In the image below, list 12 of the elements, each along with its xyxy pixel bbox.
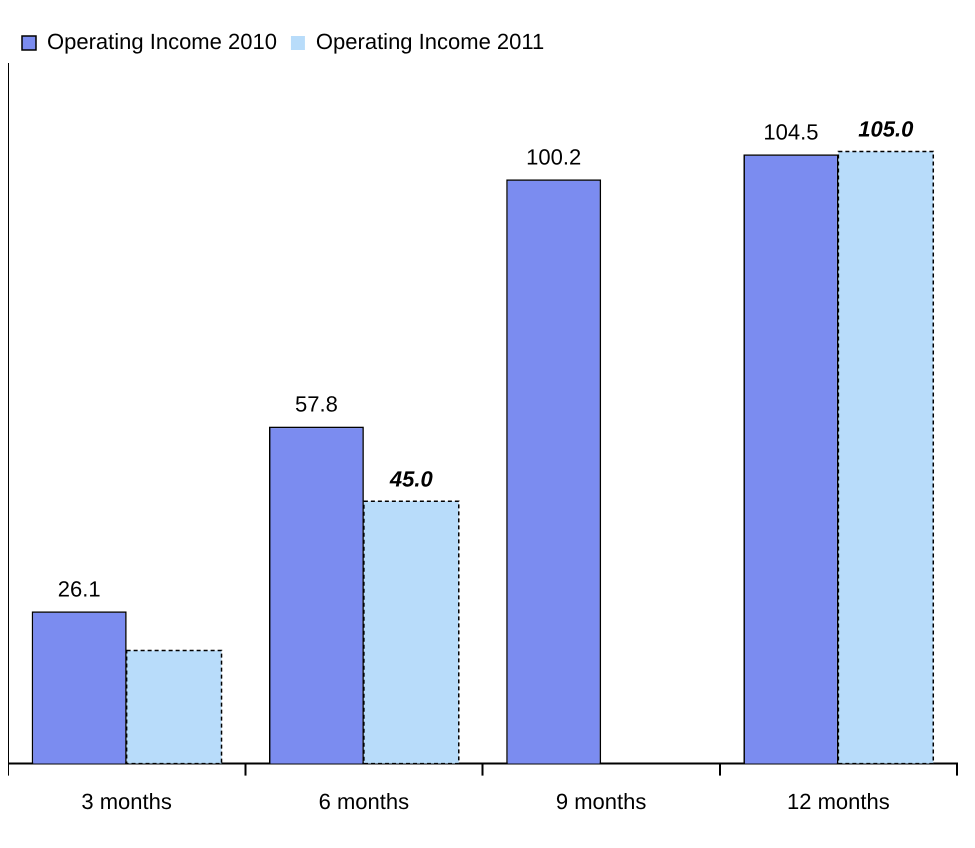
data-label: 26.1 [58,576,101,602]
data-label: 45.0 [388,466,434,492]
x-tick-label: 3 months [81,788,172,814]
data-label: 104.5 [763,119,818,144]
legend-label: Operating Income 2011 [316,29,544,54]
legend-label: Operating Income 2010 [47,29,277,54]
data-label: 57.8 [295,392,338,417]
x-tick-label: 9 months [556,788,646,814]
x-tick-label: 12 months [787,788,890,814]
data-label: 100.2 [526,144,582,170]
data-label: 105.0 [858,116,914,142]
x-tick-label: 6 months [318,788,410,814]
